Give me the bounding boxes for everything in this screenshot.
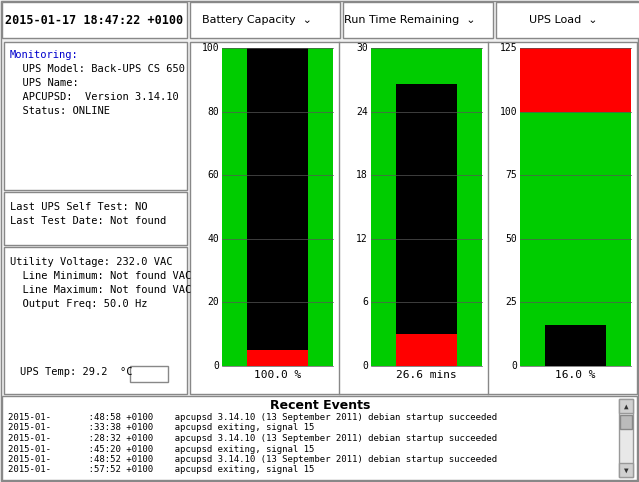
Bar (545, 325, 606, 366)
Bar (496, 2, 639, 38)
Text: UPS Model: Back-UPS CS 650: UPS Model: Back-UPS CS 650 (10, 64, 185, 74)
Text: APCUPSD:  Version 3.14.10: APCUPSD: Version 3.14.10 (10, 92, 179, 102)
Bar (457, 334, 482, 366)
Text: UPS Name:: UPS Name: (10, 78, 79, 88)
Text: 100.0 %: 100.0 % (254, 370, 301, 380)
Text: ▼: ▼ (624, 466, 628, 474)
Text: 75: 75 (505, 170, 517, 180)
Bar (4, 42, 187, 190)
Bar (4, 192, 187, 245)
Text: 125: 125 (499, 43, 517, 53)
Text: 24: 24 (357, 107, 368, 117)
Text: 0: 0 (511, 361, 517, 371)
Bar (190, 2, 340, 38)
Bar (396, 84, 457, 334)
Text: Output Freq: 50.0 Hz: Output Freq: 50.0 Hz (10, 299, 148, 309)
Text: Utility Voltage: 232.0 VAC: Utility Voltage: 232.0 VAC (10, 257, 173, 267)
Text: Battery Capacity  ⌄: Battery Capacity ⌄ (202, 15, 312, 25)
Text: 2015-01-17 18:47:22 +0100: 2015-01-17 18:47:22 +0100 (5, 13, 183, 27)
Text: 2015-01-       :45:20 +0100    apcupsd exiting, signal 15: 2015-01- :45:20 +0100 apcupsd exiting, s… (8, 444, 314, 454)
Text: 2015-01-       :28:32 +0100    apcupsd 3.14.10 (13 September 2011) debian startu: 2015-01- :28:32 +0100 apcupsd 3.14.10 (1… (8, 434, 497, 443)
Text: 60: 60 (207, 170, 219, 180)
Text: 100: 100 (499, 107, 517, 117)
Text: 12: 12 (357, 234, 368, 244)
Bar (308, 350, 333, 366)
Text: UPS Load  ⌄: UPS Load ⌄ (528, 15, 597, 25)
Text: 6: 6 (362, 297, 368, 308)
Text: Last UPS Self Test: NO: Last UPS Self Test: NO (10, 202, 148, 212)
Text: 80: 80 (207, 107, 219, 117)
Bar (619, 463, 633, 477)
Bar (222, 350, 247, 366)
Text: 2015-01-       :33:38 +0100    apcupsd exiting, signal 15: 2015-01- :33:38 +0100 apcupsd exiting, s… (8, 424, 314, 432)
Bar (371, 334, 396, 366)
Text: 2015-01-       :48:58 +0100    apcupsd 3.14.10 (13 September 2011) debian startu: 2015-01- :48:58 +0100 apcupsd 3.14.10 (1… (8, 413, 497, 422)
Text: 100: 100 (201, 43, 219, 53)
Bar (343, 2, 493, 38)
Text: Line Minimum: Not found VAC: Line Minimum: Not found VAC (10, 271, 191, 281)
Bar (619, 399, 633, 477)
Bar (190, 42, 637, 394)
Text: 30: 30 (357, 43, 368, 53)
Text: 20: 20 (207, 297, 219, 308)
Text: 18: 18 (357, 170, 368, 180)
Bar (620, 415, 632, 429)
Text: Line Maximum: Not found VAC: Line Maximum: Not found VAC (10, 285, 191, 295)
Bar (222, 350, 333, 366)
Bar (130, 366, 168, 382)
Text: Monitoring:: Monitoring: (10, 50, 79, 60)
Text: 50: 50 (505, 234, 517, 244)
Text: Recent Events: Recent Events (270, 399, 370, 412)
Bar (619, 399, 633, 413)
Text: 25: 25 (505, 297, 517, 308)
Text: Last Test Date: Not found: Last Test Date: Not found (10, 216, 166, 226)
Bar (247, 48, 308, 350)
Text: 0: 0 (213, 361, 219, 371)
Text: 2015-01-       :48:52 +0100    apcupsd 3.14.10 (13 September 2011) debian startu: 2015-01- :48:52 +0100 apcupsd 3.14.10 (1… (8, 455, 497, 464)
Bar (520, 48, 631, 112)
Bar (4, 247, 187, 394)
Bar (2, 2, 187, 38)
Text: 16.0 %: 16.0 % (555, 370, 596, 380)
Text: Status: ONLINE: Status: ONLINE (10, 106, 110, 116)
Text: 0: 0 (362, 361, 368, 371)
Text: 2015-01-       :57:52 +0100    apcupsd exiting, signal 15: 2015-01- :57:52 +0100 apcupsd exiting, s… (8, 466, 314, 474)
Bar (520, 48, 631, 366)
Text: 26.6 mins: 26.6 mins (396, 370, 457, 380)
Bar (222, 48, 333, 366)
Text: Run Time Remaining  ⌄: Run Time Remaining ⌄ (344, 15, 476, 25)
Text: ▲: ▲ (624, 402, 628, 411)
Text: UPS Temp: 29.2  °C: UPS Temp: 29.2 °C (20, 367, 132, 377)
Bar (371, 48, 482, 366)
Bar (2, 396, 637, 480)
Bar (371, 334, 482, 366)
Text: 40: 40 (207, 234, 219, 244)
